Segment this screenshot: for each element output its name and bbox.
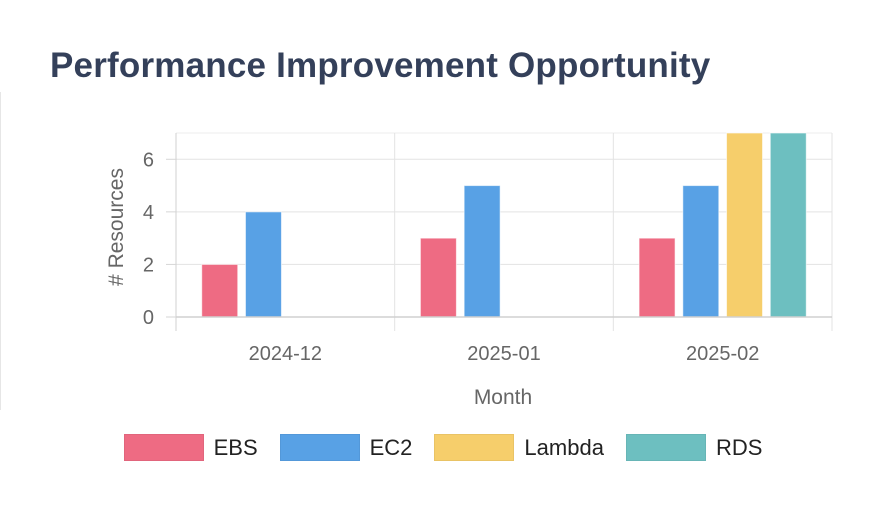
legend-swatch — [434, 434, 515, 461]
axes — [166, 158, 832, 318]
legend-label: EC2 — [369, 434, 413, 460]
y-tick-label: 6 — [143, 149, 154, 171]
legend-label: Lambda — [524, 434, 604, 460]
legend: EBS EC2 Lambda RDS — [0, 434, 886, 461]
gridlines — [175, 132, 833, 331]
x-tick-labels: 2024-12 2025-01 2025-02 — [249, 343, 760, 365]
y-tick-labels: 0 2 4 6 — [143, 149, 154, 329]
legend-label: RDS — [715, 434, 763, 460]
bar-ec2-2025-01[interactable] — [463, 185, 501, 318]
y-axis-label: # Resources — [105, 168, 128, 286]
legend-swatch — [625, 434, 706, 461]
legend-item-ebs[interactable]: EBS — [123, 434, 258, 461]
legend-item-rds[interactable]: RDS — [625, 434, 763, 461]
bar-rds-2025-02[interactable] — [769, 132, 807, 318]
bar-ebs-2025-02[interactable] — [638, 237, 676, 318]
legend-swatch — [123, 434, 204, 461]
legend-label: EBS — [213, 434, 258, 460]
x-tick-label: 2024-12 — [249, 343, 322, 365]
card-left-edge — [0, 92, 1, 410]
bar-ec2-2024-12[interactable] — [244, 211, 282, 318]
x-tick-label: 2025-01 — [467, 343, 540, 365]
bar-ebs-2024-12[interactable] — [201, 263, 239, 318]
bar-lambda-2025-02[interactable] — [726, 132, 764, 318]
legend-item-ec2[interactable]: EC2 — [279, 434, 413, 461]
x-tick-label: 2025-02 — [686, 343, 759, 365]
chart-title: Performance Improvement Opportunity — [50, 46, 711, 85]
bar-ec2-2025-02[interactable] — [682, 185, 720, 318]
legend-item-lambda[interactable]: Lambda — [434, 434, 604, 461]
legend-swatch — [279, 434, 360, 461]
bar-chart: 0 2 4 6 2024-12 2025-01 2025-02 # Resources M… — [105, 132, 833, 409]
x-axis-label: Month — [474, 386, 532, 409]
y-tick-label: 4 — [143, 202, 154, 224]
bars — [201, 132, 807, 318]
bar-ebs-2025-01[interactable] — [419, 237, 457, 318]
y-tick-label: 0 — [143, 307, 154, 329]
y-tick-label: 2 — [143, 254, 154, 276]
